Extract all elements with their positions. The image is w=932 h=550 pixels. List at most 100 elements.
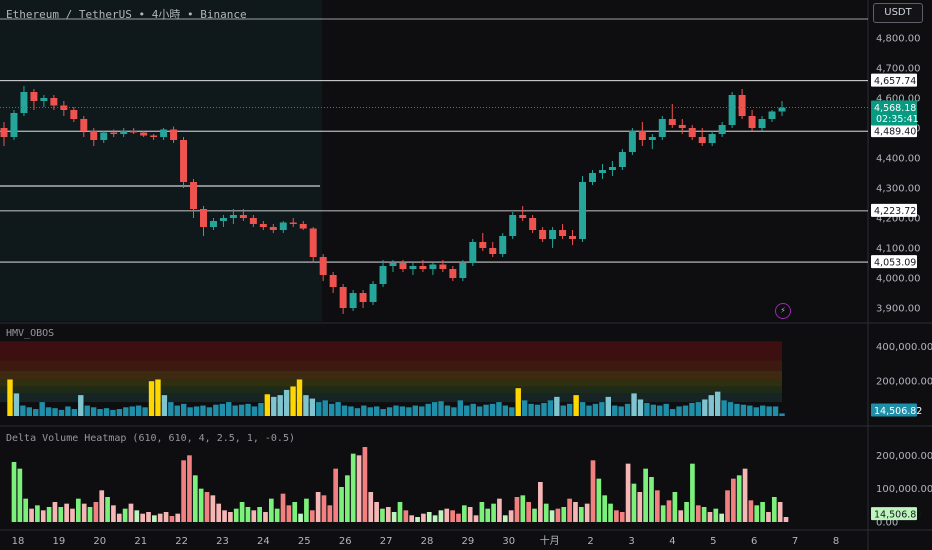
delta-tick-label: 100,000.00 <box>876 484 932 495</box>
hmv-bar <box>489 403 496 416</box>
delta-bar <box>298 513 303 522</box>
candle-body <box>549 230 557 239</box>
candle-body <box>329 275 337 287</box>
delta-bar <box>450 510 455 522</box>
delta-bar <box>81 503 87 522</box>
delta-bar <box>643 468 648 522</box>
lightning-icon[interactable]: ⚡ <box>775 303 791 319</box>
hmv-bar <box>187 407 193 416</box>
hmv-bar <box>33 409 39 416</box>
delta-bar <box>766 512 771 522</box>
delta-bar <box>321 495 327 522</box>
hmv-bar <box>637 399 644 416</box>
delta-bar <box>315 492 321 522</box>
delta-pane-title[interactable]: Delta Volume Heatmap (610, 610, 4, 2.5, … <box>6 433 295 444</box>
hmv-bar <box>245 403 251 416</box>
delta-bar <box>292 502 298 522</box>
delta-bar <box>29 508 34 522</box>
time-tick-label: 3 <box>628 536 634 547</box>
delta-bar <box>543 503 549 522</box>
current-price-tag <box>871 100 917 126</box>
delta-bar <box>625 463 631 522</box>
hmv-bar <box>193 406 200 416</box>
delta-bar <box>397 502 403 522</box>
hmv-bar <box>747 405 753 416</box>
hmv-bar <box>425 403 431 416</box>
delta-bar <box>608 503 613 522</box>
symbol-legend[interactable]: Ethereum / TetherUS • 4小時 • Binance <box>6 6 247 22</box>
delta-bar <box>70 508 75 522</box>
hmv-bar <box>676 406 682 416</box>
hmv-bar <box>103 408 110 416</box>
price-tick-label: 4,000.00 <box>876 274 921 285</box>
time-tick-label: 29 <box>462 536 475 547</box>
level-tag <box>871 255 917 269</box>
delta-bar <box>374 502 379 522</box>
delta-bar <box>508 510 514 522</box>
hmv-bar <box>592 403 599 416</box>
price-tick-label: 4,800.00 <box>876 34 921 45</box>
delta-bar <box>380 508 385 522</box>
delta-bar <box>362 447 368 522</box>
delta-bar <box>93 502 99 522</box>
hmv-bar <box>766 406 772 416</box>
candle-body <box>249 218 257 224</box>
delta-bar <box>497 498 502 522</box>
hmv-bar <box>727 402 734 416</box>
candle-body <box>279 222 287 230</box>
candle-body <box>180 140 188 182</box>
hmv-bar <box>451 407 457 416</box>
delta-bar <box>327 505 333 522</box>
currency-button[interactable]: USDT <box>873 3 923 23</box>
hmv-bar <box>322 400 328 416</box>
delta-bar <box>192 475 198 522</box>
hmv-bar <box>586 405 592 416</box>
delta-bar <box>561 507 567 522</box>
hmv-bar <box>78 395 84 416</box>
candle-body <box>199 209 207 227</box>
hmv-bar <box>650 404 657 416</box>
hmv-bar <box>7 379 13 416</box>
delta-bar <box>631 483 637 522</box>
hmv-bar <box>702 399 708 416</box>
delta-bar <box>526 502 532 522</box>
hmv-heat-band <box>0 360 782 371</box>
candle-body <box>339 287 347 308</box>
delta-bar <box>339 487 344 522</box>
hmv-bar <box>341 405 348 416</box>
hmv-bar <box>271 396 277 416</box>
delta-bar <box>263 512 268 522</box>
candle-body <box>668 119 676 125</box>
delta-bar <box>345 475 350 522</box>
candle-body <box>120 131 128 134</box>
delta-bar <box>280 493 286 522</box>
candle-body <box>359 293 367 302</box>
delta-bar <box>140 513 146 522</box>
hmv-bar <box>232 405 238 416</box>
time-tick-label: 25 <box>298 536 311 547</box>
candle-body <box>289 222 297 224</box>
delta-bar <box>187 455 192 522</box>
delta-bar <box>257 507 262 522</box>
hmv-bar <box>90 407 97 416</box>
hmv-tick-label: 200,000.00 <box>876 377 932 388</box>
hmv-bar <box>213 404 219 416</box>
hmv-pane-title[interactable]: HMV_OBOS <box>6 328 55 339</box>
hmv-bar <box>26 407 33 416</box>
delta-bar <box>614 510 619 522</box>
hmv-bar <box>110 409 116 416</box>
session-shade <box>0 0 322 321</box>
delta-bar <box>748 500 754 522</box>
candle-body <box>219 218 227 221</box>
candle-body <box>459 263 467 278</box>
hmv-bar <box>277 395 283 416</box>
hmv-bar <box>296 379 303 416</box>
time-tick-label: 30 <box>502 536 515 547</box>
hmv-bar <box>354 408 361 416</box>
price-tick-label: 3,900.00 <box>876 304 921 315</box>
hmv-bar <box>155 379 161 416</box>
delta-bar <box>58 507 64 522</box>
delta-bar <box>532 508 537 522</box>
candle-body <box>399 263 407 269</box>
